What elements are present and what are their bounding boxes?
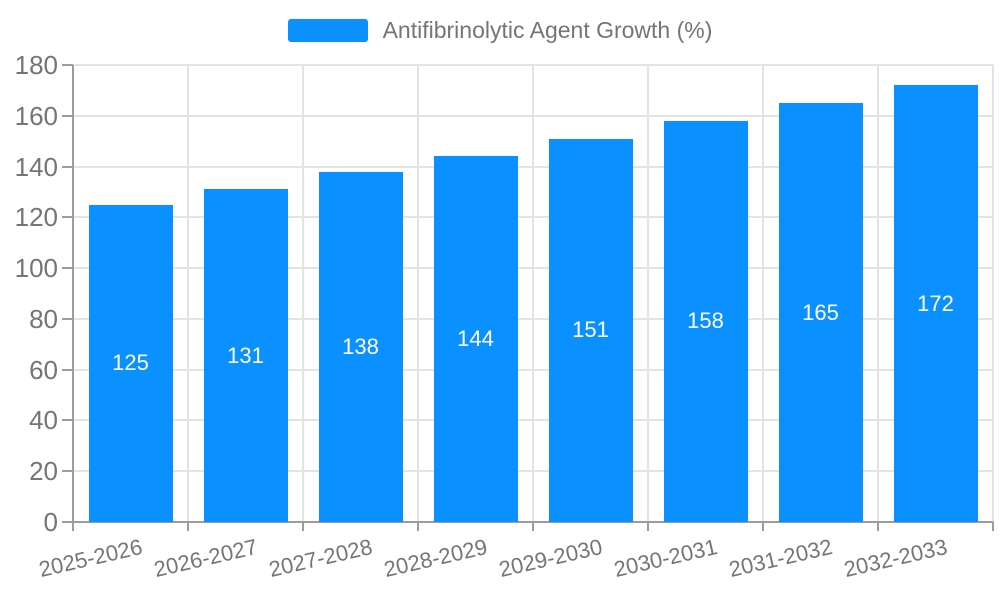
y-axis-tick-label: 120 <box>14 202 58 233</box>
bar[interactable]: 158 <box>663 120 748 522</box>
bar[interactable]: 131 <box>203 189 288 522</box>
bar-value-label: 172 <box>917 290 954 316</box>
y-axis-tick <box>62 419 73 422</box>
bar-value-label: 151 <box>572 317 609 343</box>
x-axis-tick <box>992 522 994 531</box>
x-axis-tick <box>417 522 419 531</box>
y-axis-tick-label: 80 <box>29 303 58 334</box>
y-axis-tick-label: 40 <box>29 405 58 436</box>
y-axis-tick <box>62 317 73 320</box>
bar[interactable]: 125 <box>88 204 173 522</box>
gridline-vertical <box>762 65 764 522</box>
x-axis-tick <box>532 522 534 531</box>
bar-value-label: 165 <box>802 299 839 325</box>
gridline-vertical <box>302 65 304 522</box>
x-axis-tick <box>877 522 879 531</box>
gridline-vertical <box>877 65 879 522</box>
y-axis-line <box>72 65 74 531</box>
legend[interactable]: Antifibrinolytic Agent Growth (%) <box>0 17 1000 44</box>
y-axis-tick-label: 100 <box>14 253 58 284</box>
gridline-vertical <box>647 65 649 522</box>
y-axis-tick-label: 160 <box>14 100 58 131</box>
gridline-vertical <box>992 65 994 522</box>
y-axis-tick-label: 180 <box>14 50 58 80</box>
bar-value-label: 158 <box>687 308 724 334</box>
gridline-vertical <box>187 65 189 522</box>
legend-label: Antifibrinolytic Agent Growth (%) <box>382 17 713 43</box>
bar[interactable]: 151 <box>548 138 633 522</box>
gridline-vertical <box>532 65 534 522</box>
bar-value-label: 125 <box>112 350 149 376</box>
y-axis-tick-label: 20 <box>29 456 58 487</box>
y-axis-tick <box>62 64 73 66</box>
y-axis-tick <box>62 165 73 168</box>
bar-value-label: 138 <box>342 333 379 359</box>
y-axis-tick <box>62 470 73 473</box>
x-axis-line <box>62 521 993 523</box>
y-axis-tick-label: 140 <box>14 151 58 182</box>
y-axis-tick <box>62 368 73 371</box>
bar[interactable]: 144 <box>433 156 518 522</box>
y-axis-tick <box>62 216 73 219</box>
x-axis-tick <box>762 522 764 531</box>
bar[interactable]: 165 <box>778 103 863 522</box>
gridline-vertical <box>417 65 419 522</box>
bar-value-label: 144 <box>457 326 494 352</box>
bar[interactable]: 172 <box>893 85 978 522</box>
x-axis-tick <box>302 522 304 531</box>
bar[interactable]: 138 <box>318 171 403 522</box>
bar-value-label: 131 <box>227 342 264 368</box>
y-axis-tick <box>62 267 73 270</box>
x-axis-tick <box>187 522 189 531</box>
x-axis-tick <box>647 522 649 531</box>
y-axis-tick-label: 60 <box>29 354 58 385</box>
legend-swatch <box>287 19 368 42</box>
y-axis-tick <box>62 114 73 117</box>
y-axis-tick-label: 0 <box>43 507 58 537</box>
